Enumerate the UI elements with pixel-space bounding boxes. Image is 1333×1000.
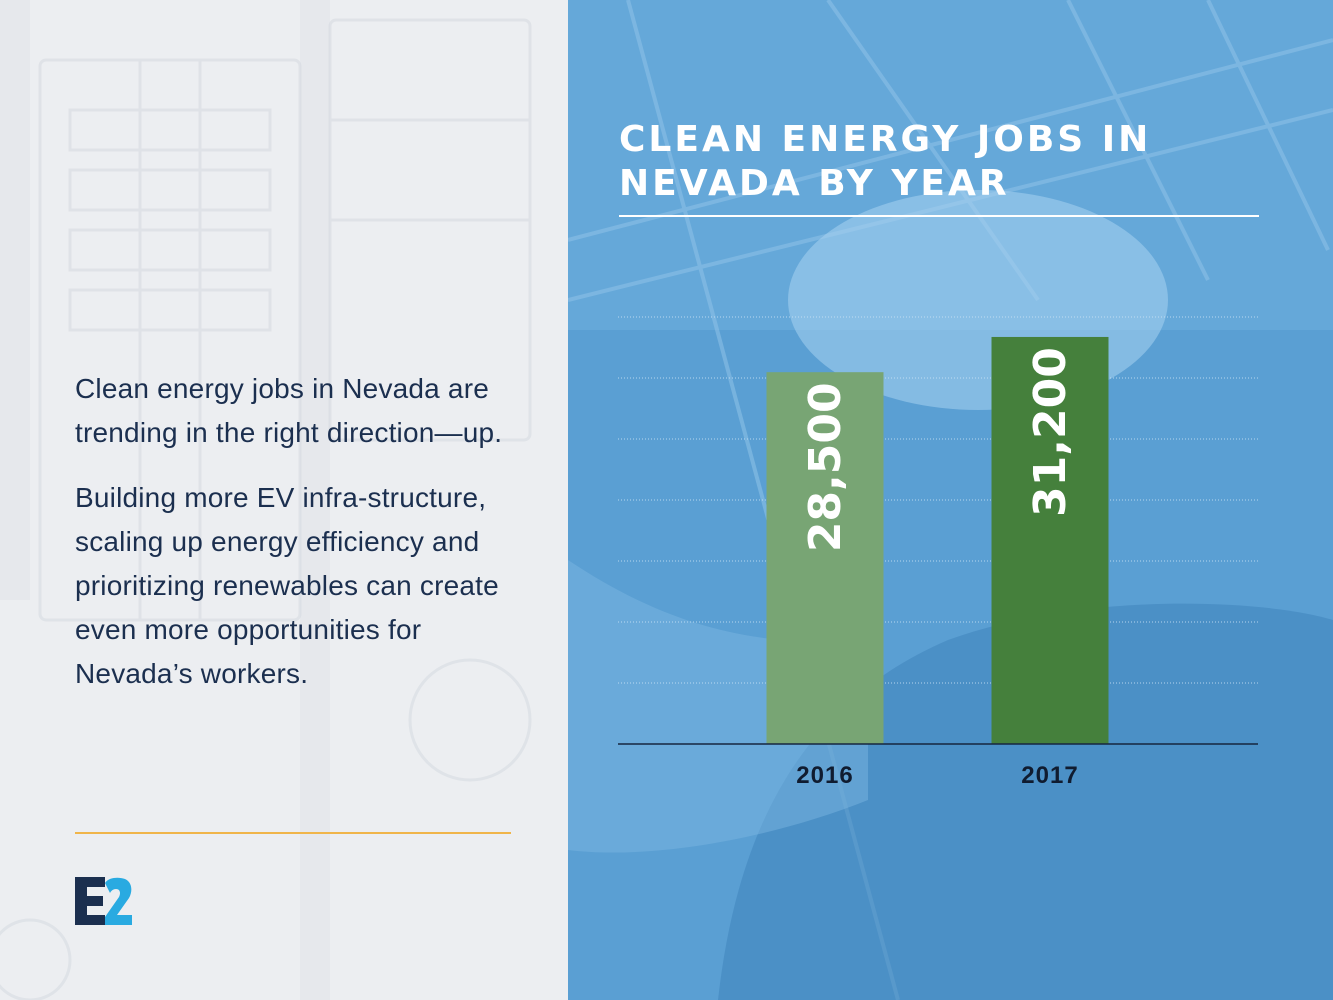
- title-rule: [619, 215, 1259, 217]
- gridlines: [618, 316, 1258, 684]
- chart-title: CLEAN ENERGY JOBS IN NEVADA BY YEAR: [619, 119, 1152, 204]
- intro-paragraph-1: Clean energy jobs in Nevada are trending…: [75, 373, 503, 448]
- bars: 28,500 31,200: [766, 336, 1109, 744]
- x-tick-labels: 2016 2017: [796, 762, 1078, 789]
- bar-2016: [766, 372, 884, 744]
- divider-rule: [75, 832, 511, 834]
- intro-text: Clean energy jobs in Nevada are trending…: [75, 367, 525, 696]
- bar-2017: [991, 336, 1109, 744]
- intro-paragraph-2: Building more EV infra-structure, scalin…: [75, 482, 499, 689]
- data-label-2017: 31,200: [1025, 347, 1076, 517]
- data-label-2016: 28,500: [800, 382, 851, 552]
- x-tick-label-2016: 2016: [796, 762, 853, 789]
- left-panel: Clean energy jobs in Nevada are trending…: [0, 0, 568, 1000]
- e2-logo: [75, 877, 132, 925]
- right-panel: CLEAN ENERGY JOBS IN NEVADA BY YEAR: [568, 0, 1333, 1000]
- x-tick-label-2017: 2017: [1021, 762, 1078, 789]
- background-photo-solar-worker: [568, 0, 1333, 1000]
